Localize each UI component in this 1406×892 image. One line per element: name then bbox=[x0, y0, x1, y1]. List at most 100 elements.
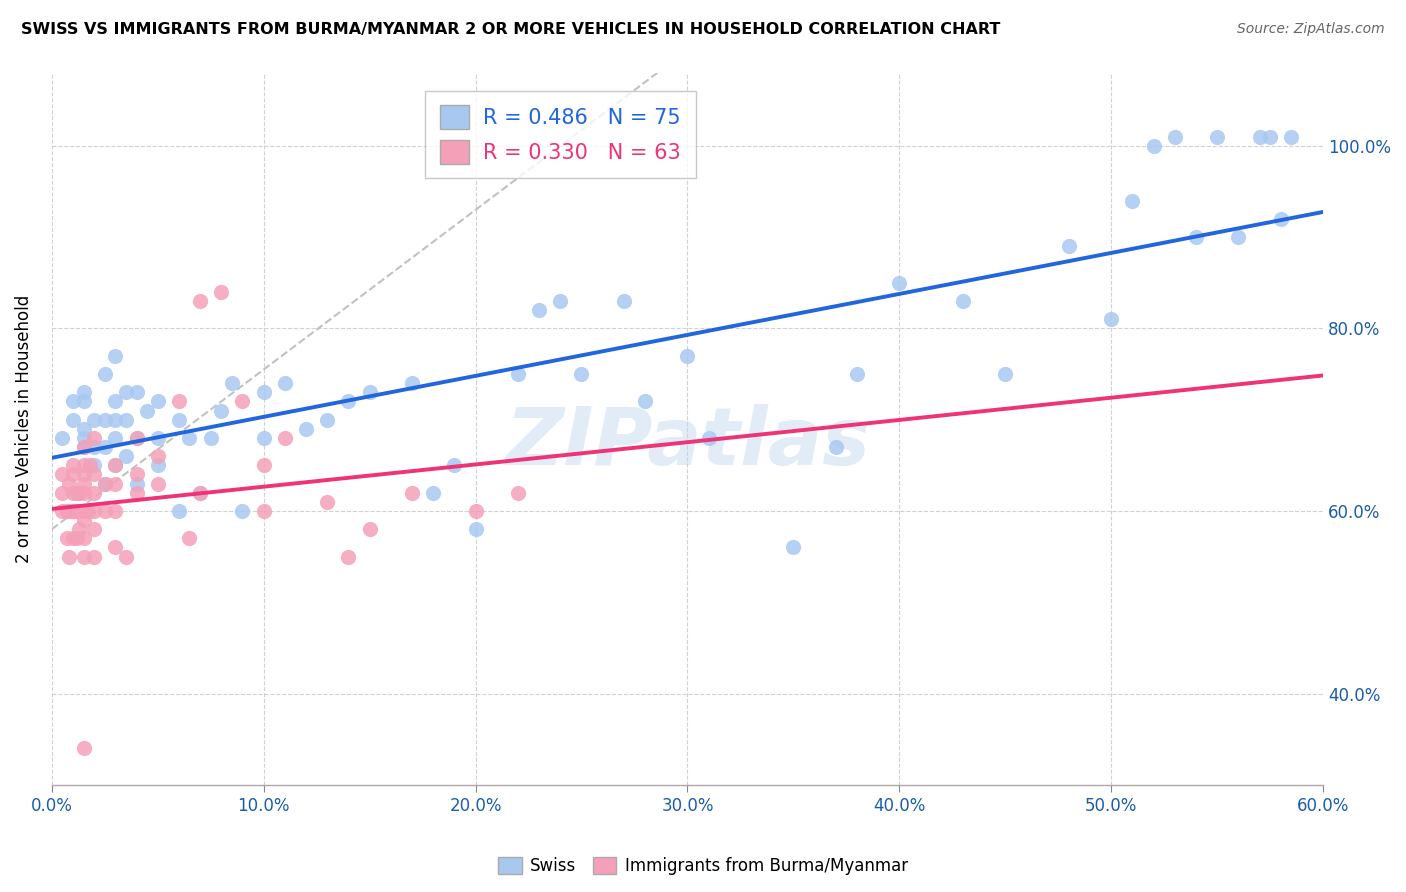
Point bbox=[846, 367, 869, 381]
Point bbox=[1164, 129, 1187, 144]
Point bbox=[67, 522, 90, 536]
Point bbox=[83, 522, 105, 536]
Point bbox=[51, 504, 73, 518]
Point bbox=[67, 485, 90, 500]
Point bbox=[104, 413, 127, 427]
Point bbox=[1249, 129, 1271, 144]
Point bbox=[72, 458, 94, 473]
Point bbox=[76, 504, 98, 518]
Point bbox=[58, 476, 80, 491]
Point bbox=[51, 485, 73, 500]
Point bbox=[274, 431, 297, 445]
Point bbox=[146, 394, 169, 409]
Point bbox=[1185, 230, 1208, 244]
Y-axis label: 2 or more Vehicles in Household: 2 or more Vehicles in Household bbox=[15, 294, 32, 563]
Point bbox=[337, 394, 360, 409]
Point bbox=[72, 741, 94, 756]
Point bbox=[79, 458, 101, 473]
Point bbox=[72, 504, 94, 518]
Point bbox=[51, 467, 73, 482]
Point bbox=[72, 385, 94, 400]
Point bbox=[58, 504, 80, 518]
Text: Source: ZipAtlas.com: Source: ZipAtlas.com bbox=[1237, 22, 1385, 37]
Point bbox=[125, 467, 148, 482]
Point bbox=[1227, 230, 1250, 244]
Point bbox=[51, 431, 73, 445]
Point bbox=[72, 394, 94, 409]
Point bbox=[62, 467, 84, 482]
Point bbox=[93, 440, 115, 454]
Point bbox=[66, 532, 89, 546]
Point bbox=[676, 349, 699, 363]
Point bbox=[422, 485, 444, 500]
Point bbox=[167, 413, 190, 427]
Point bbox=[253, 458, 276, 473]
Point bbox=[93, 367, 115, 381]
Legend: Swiss, Immigrants from Burma/Myanmar: Swiss, Immigrants from Burma/Myanmar bbox=[492, 850, 914, 882]
Point bbox=[72, 440, 94, 454]
Point bbox=[253, 504, 276, 518]
Point bbox=[104, 431, 127, 445]
Point bbox=[62, 485, 84, 500]
Point bbox=[231, 394, 253, 409]
Legend: R = 0.486   N = 75, R = 0.330   N = 63: R = 0.486 N = 75, R = 0.330 N = 63 bbox=[425, 90, 696, 178]
Point bbox=[889, 276, 911, 290]
Point bbox=[104, 541, 127, 555]
Point bbox=[72, 532, 94, 546]
Point bbox=[72, 549, 94, 564]
Point bbox=[146, 431, 169, 445]
Point bbox=[62, 504, 84, 518]
Point bbox=[104, 458, 127, 473]
Point bbox=[253, 385, 276, 400]
Point bbox=[104, 504, 127, 518]
Point bbox=[274, 376, 297, 391]
Point bbox=[782, 541, 804, 555]
Point bbox=[316, 495, 339, 509]
Point bbox=[231, 504, 253, 518]
Point bbox=[1057, 239, 1080, 253]
Point bbox=[506, 485, 529, 500]
Point bbox=[83, 413, 105, 427]
Point bbox=[83, 431, 105, 445]
Point bbox=[634, 394, 657, 409]
Point bbox=[83, 467, 105, 482]
Point bbox=[824, 440, 846, 454]
Text: ZIPatlas: ZIPatlas bbox=[505, 404, 870, 482]
Point bbox=[93, 413, 115, 427]
Point bbox=[209, 285, 232, 299]
Point bbox=[115, 449, 138, 463]
Point bbox=[72, 467, 94, 482]
Point bbox=[179, 532, 201, 546]
Point bbox=[104, 394, 127, 409]
Point bbox=[62, 532, 84, 546]
Point bbox=[62, 504, 84, 518]
Point bbox=[443, 458, 465, 473]
Point bbox=[1099, 312, 1122, 326]
Point bbox=[83, 458, 105, 473]
Point bbox=[66, 504, 89, 518]
Point bbox=[83, 485, 105, 500]
Point bbox=[401, 376, 423, 391]
Point bbox=[316, 413, 339, 427]
Point bbox=[146, 449, 169, 463]
Point bbox=[337, 549, 360, 564]
Point bbox=[66, 485, 89, 500]
Point bbox=[125, 476, 148, 491]
Point bbox=[1279, 129, 1302, 144]
Point bbox=[253, 431, 276, 445]
Point bbox=[1258, 129, 1281, 144]
Point bbox=[115, 385, 138, 400]
Point bbox=[1206, 129, 1229, 144]
Point bbox=[1142, 139, 1164, 153]
Point bbox=[179, 431, 201, 445]
Point bbox=[200, 431, 222, 445]
Point bbox=[62, 458, 84, 473]
Point bbox=[167, 504, 190, 518]
Point bbox=[104, 349, 127, 363]
Point bbox=[527, 303, 550, 318]
Point bbox=[697, 431, 720, 445]
Point bbox=[72, 422, 94, 436]
Point bbox=[571, 367, 593, 381]
Point bbox=[167, 394, 190, 409]
Point bbox=[115, 549, 138, 564]
